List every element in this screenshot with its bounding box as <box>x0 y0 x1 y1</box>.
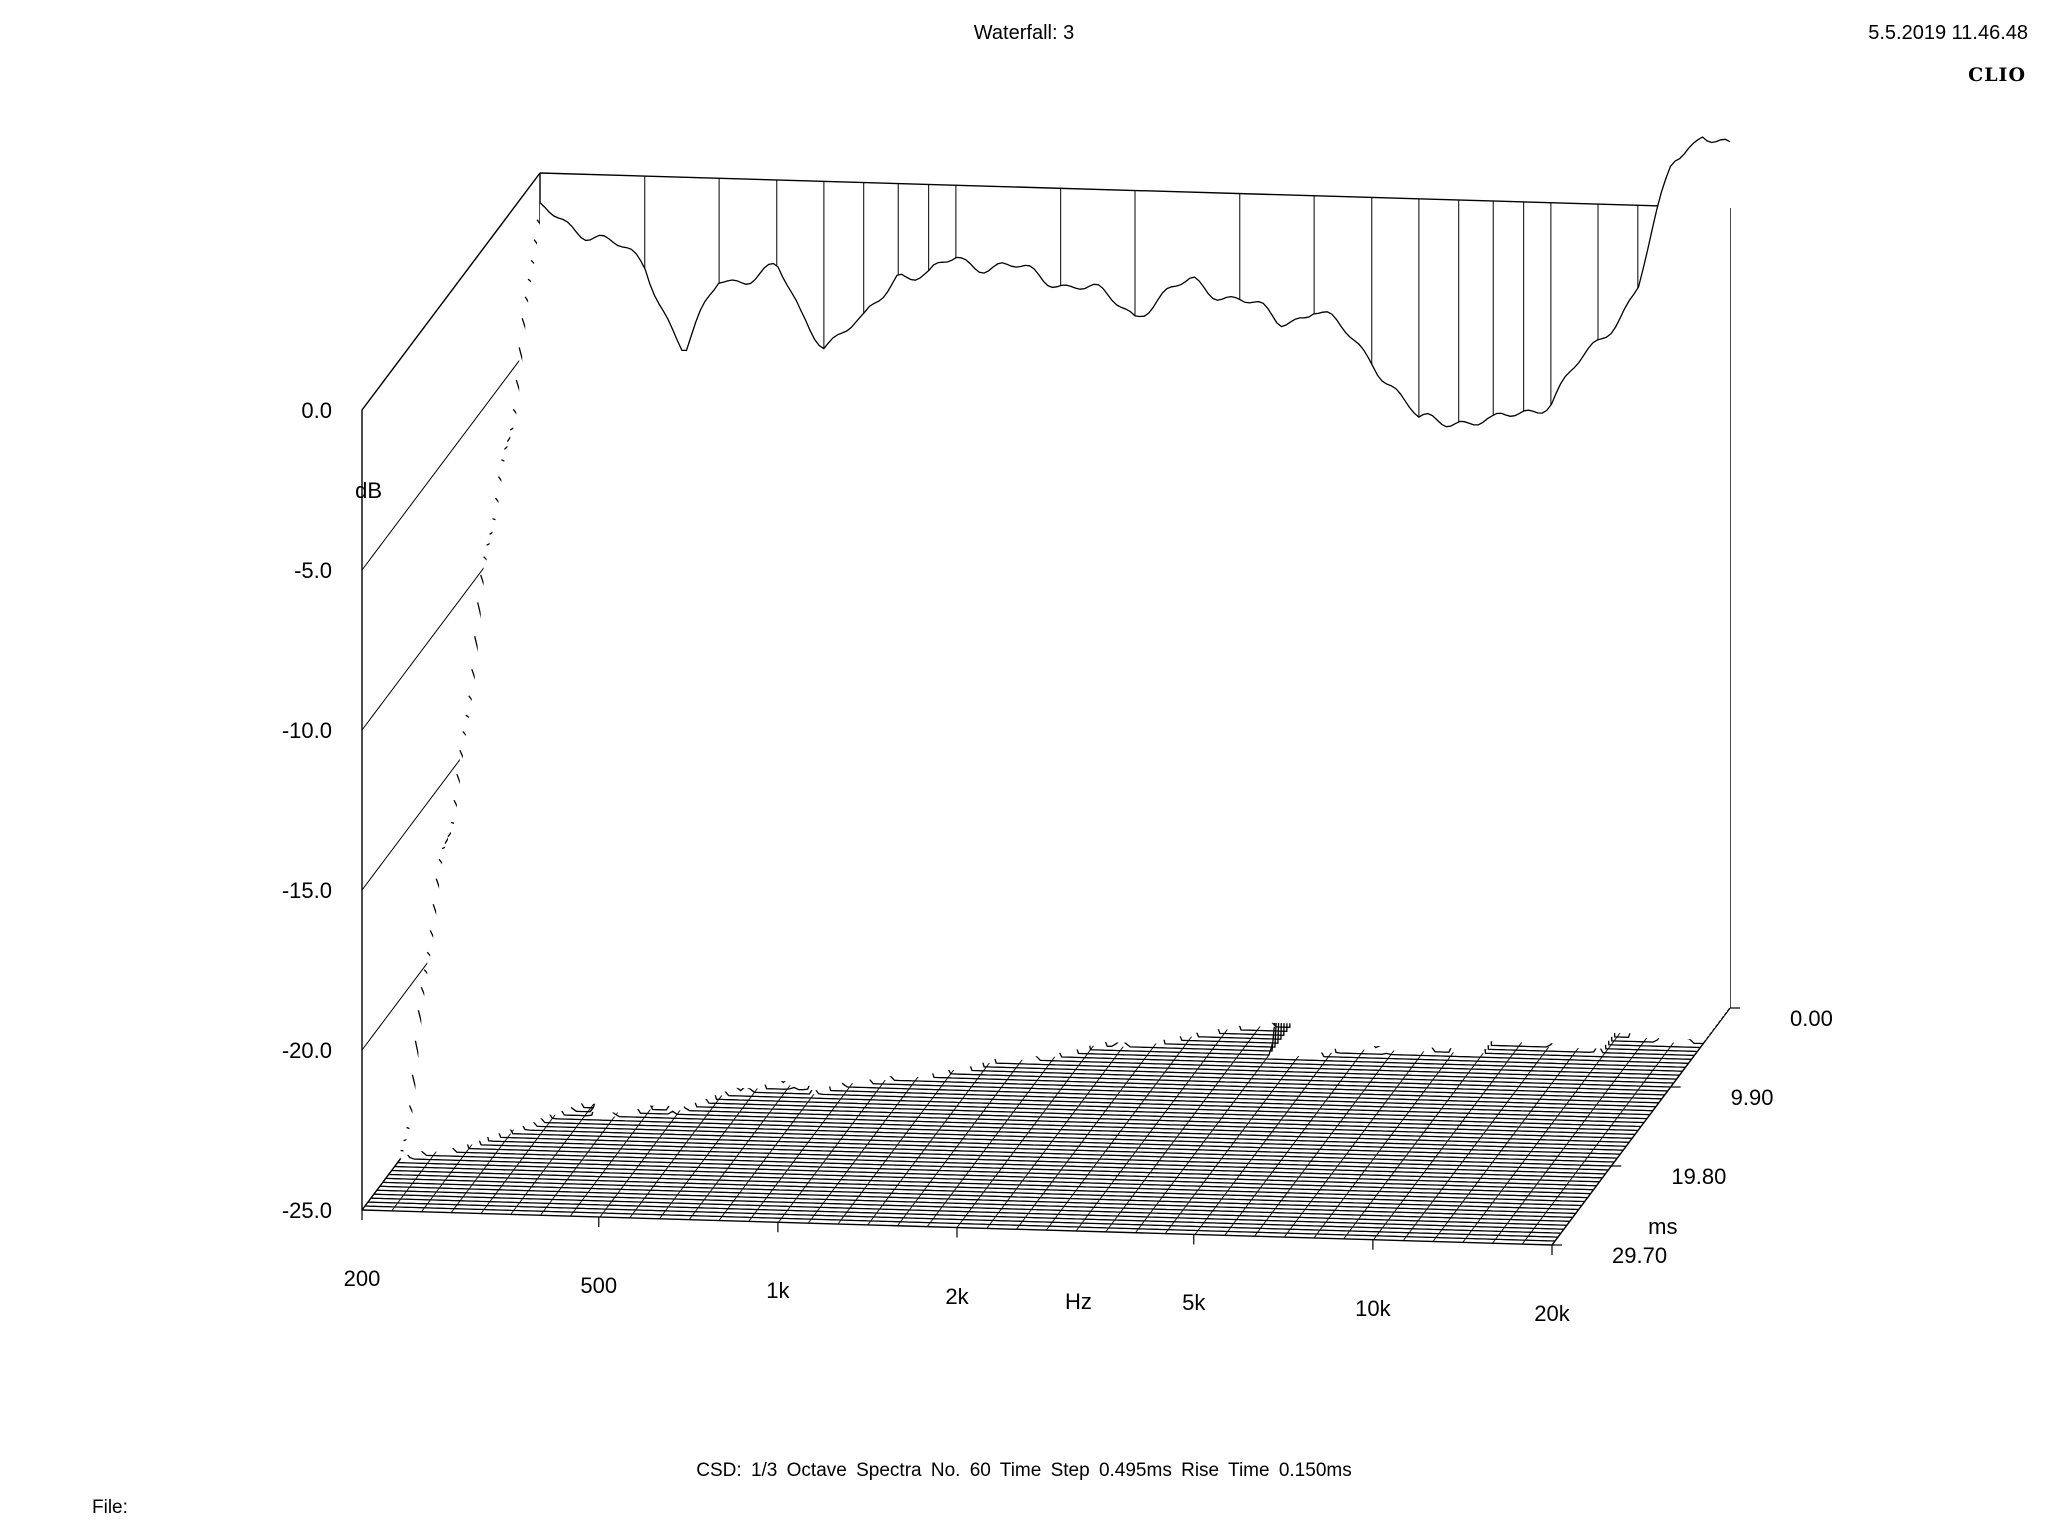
spectrum-slice <box>435 878 1627 1147</box>
spectrum-slice <box>376 1189 1567 1226</box>
spectrum-slice <box>417 1010 1609 1171</box>
spectrum-slice <box>397 1161 1588 1199</box>
spectrum-slice <box>429 930 1621 1155</box>
spectrum-slice <box>373 1193 1564 1230</box>
x-tick-label: 10k <box>1355 1295 1391 1321</box>
left-wall-gridline <box>361 172 541 411</box>
spectrum-slice <box>367 1201 1558 1238</box>
spectrum-slice <box>432 903 1624 1151</box>
y-tick-label: -10.0 <box>281 718 332 743</box>
timestamp: 5.5.2019 11.46.48 <box>1868 22 2028 44</box>
spectrum-slice-fill <box>540 137 1730 1008</box>
spectrum-slice <box>539 136 1731 428</box>
y-tick-label: -5.0 <box>294 558 332 583</box>
spectrum-slice <box>423 969 1615 1163</box>
spectrum-slice <box>406 1126 1597 1187</box>
y-tick-label: -25.0 <box>281 1198 332 1223</box>
t-tick-label: 0.00 <box>1790 1006 1833 1031</box>
spectrum-slice <box>364 1205 1556 1242</box>
spectrum-slice <box>388 1173 1579 1211</box>
spectrum-slice <box>420 986 1612 1167</box>
chart-title: Waterfall: 3 <box>973 22 1075 44</box>
file-label: File: <box>92 1497 128 1518</box>
spectrum-slice <box>382 1181 1573 1218</box>
y-tick-label: -20.0 <box>281 1038 332 1063</box>
spectrum-slice <box>379 1185 1570 1222</box>
y-axis-label: dB <box>355 478 382 503</box>
x-tick-label: 200 <box>343 1266 381 1291</box>
brand-logo: CLIO <box>1968 64 2026 86</box>
spectrum-slice-fill <box>454 787 1644 1123</box>
spectrum-slice <box>414 1040 1606 1175</box>
spectrum-slice <box>411 1074 1603 1179</box>
y-tick-label: 0.0 <box>301 398 332 423</box>
x-tick-label: 500 <box>580 1272 618 1298</box>
spectrum-slice <box>394 1165 1585 1203</box>
spectrum-slice <box>403 1138 1594 1191</box>
spectrum-slice-fill <box>451 803 1641 1127</box>
x-axis-label: Hz <box>1064 1289 1092 1315</box>
t-axis-label: ms <box>1648 1213 1678 1239</box>
spectrum-slice <box>385 1177 1576 1215</box>
spectrum-slice-fill <box>456 771 1647 1119</box>
t-tick-label: 19.80 <box>1671 1164 1727 1189</box>
x-tick-label: 1k <box>766 1278 790 1304</box>
x-tick-label: 5k <box>1182 1290 1206 1316</box>
x-tick-label: 2k <box>945 1283 969 1309</box>
spectrum-slice <box>400 1149 1591 1195</box>
t-tick-label: 9.90 <box>1730 1085 1774 1110</box>
y-tick-label: -15.0 <box>281 878 332 903</box>
spectrum-slice <box>391 1169 1582 1207</box>
t-tick-label: 29.70 <box>1612 1243 1668 1268</box>
spectrum-slice <box>426 951 1618 1159</box>
x-tick-label: 20k <box>1534 1301 1570 1326</box>
left-wall-gridline <box>361 332 541 571</box>
measurement-settings: CSD: 1/3 Octave Spectra No. 60 Time Step… <box>696 1460 1352 1481</box>
spectrum-slice <box>370 1197 1561 1234</box>
spectrum-slice <box>408 1105 1600 1183</box>
